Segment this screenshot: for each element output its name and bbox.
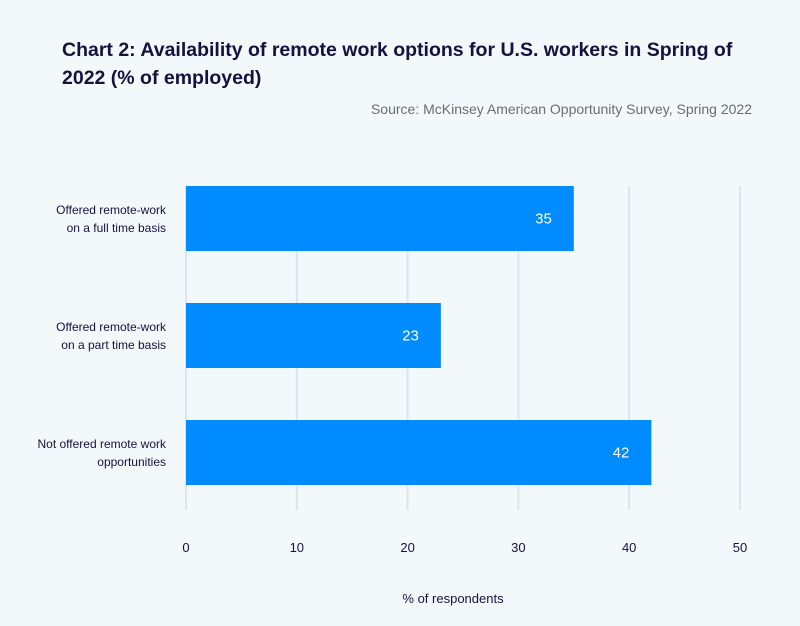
category-label: opportunities [97, 455, 166, 469]
category-label: Not offered remote work [37, 437, 167, 451]
bar [186, 186, 574, 251]
data-label: 23 [402, 328, 419, 345]
bar [186, 420, 652, 485]
data-label: 42 [613, 445, 630, 462]
bar [186, 303, 441, 368]
category-label: Offered remote-work [56, 320, 167, 334]
x-tick-label: 40 [622, 540, 636, 555]
data-label: 35 [535, 211, 552, 228]
x-tick-label: 20 [400, 540, 414, 555]
x-axis-title: % of respondents [402, 591, 504, 606]
x-tick-label: 50 [733, 540, 747, 555]
x-tick-label: 0 [182, 540, 189, 555]
category-label: on a full time basis [67, 221, 166, 235]
x-tick-label: 10 [290, 540, 304, 555]
category-label: on a part time basis [61, 338, 166, 352]
x-tick-label: 30 [511, 540, 525, 555]
chart-title: Chart 2: Availability of remote work opt… [62, 39, 733, 89]
category-label: Offered remote-work [56, 203, 167, 217]
chart-source: Source: McKinsey American Opportunity Su… [370, 101, 752, 117]
